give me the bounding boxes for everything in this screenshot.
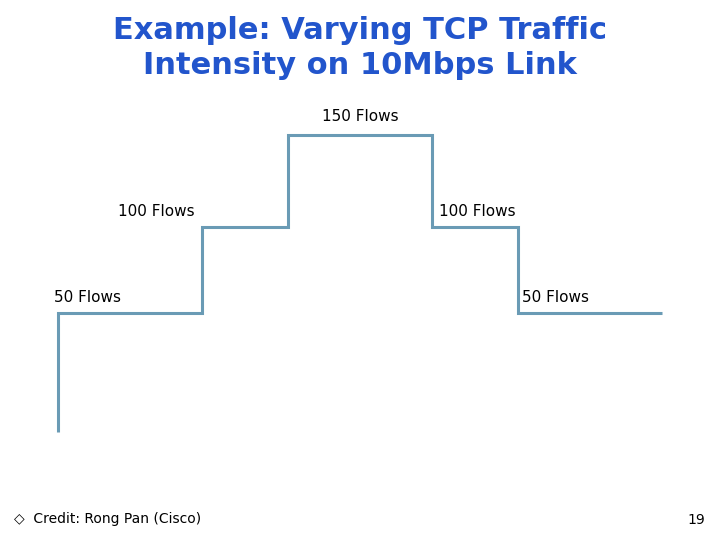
Text: Example: Varying TCP Traffic
Intensity on 10Mbps Link: Example: Varying TCP Traffic Intensity o… — [113, 16, 607, 80]
Text: 50 Flows: 50 Flows — [522, 290, 589, 305]
Text: ◇  Credit: Rong Pan (Cisco): ◇ Credit: Rong Pan (Cisco) — [14, 512, 202, 526]
Text: 19: 19 — [688, 512, 706, 526]
Text: 150 Flows: 150 Flows — [322, 109, 398, 124]
Text: 100 Flows: 100 Flows — [118, 204, 194, 219]
Text: 100 Flows: 100 Flows — [439, 204, 516, 219]
Text: 50 Flows: 50 Flows — [54, 290, 121, 305]
